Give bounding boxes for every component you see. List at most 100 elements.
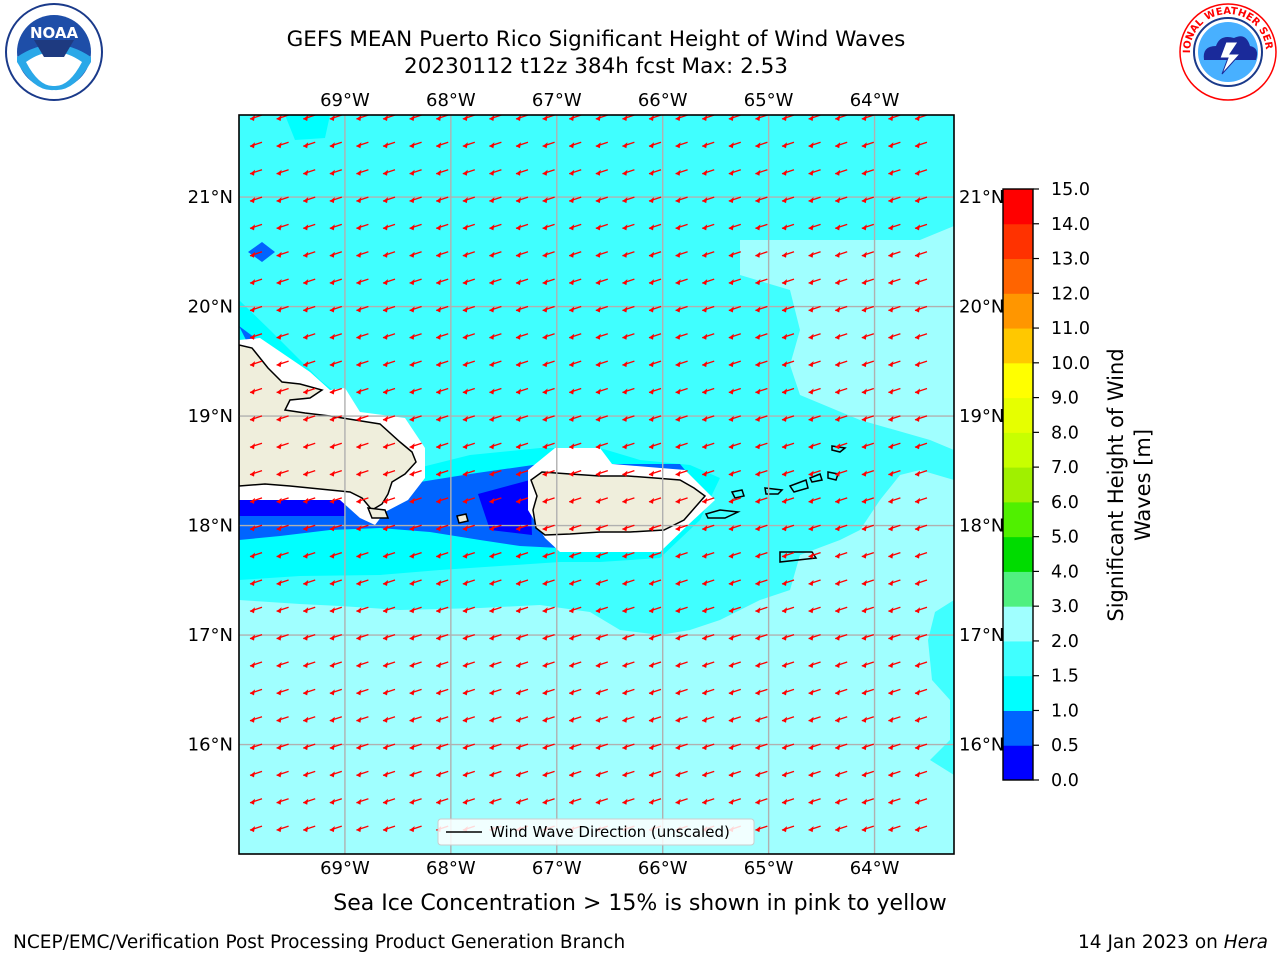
colorbar-tick-label: 3.0 (1051, 597, 1079, 617)
colorbar-tick-label: 1.0 (1051, 701, 1079, 721)
wave-direction-arrow (888, 333, 901, 340)
lat-tick-label-left: 20°N (188, 297, 233, 318)
wave-direction-arrow (409, 360, 422, 368)
wave-direction-arrow (648, 633, 662, 641)
wave-direction-arrow (834, 333, 848, 340)
wave-direction-arrow (834, 387, 848, 395)
wave-direction-arrow (542, 524, 555, 532)
wave-direction-arrow (356, 497, 369, 504)
wave-direction-arrow (489, 169, 502, 176)
wave-direction-arrow (276, 688, 289, 696)
wave-direction-arrow (462, 524, 476, 532)
wave-direction-arrow (302, 551, 316, 559)
wave-direction-arrow (489, 387, 502, 395)
wave-direction-arrow (781, 661, 795, 668)
lat-tick-label-left: 19°N (188, 406, 233, 427)
wave-direction-arrow (542, 716, 555, 723)
colorbar-swatch (1003, 432, 1033, 468)
wave-direction-arrow (568, 798, 582, 805)
wave-direction-arrow (462, 196, 476, 204)
wave-direction-arrow (675, 196, 688, 204)
colorbar-tick-label: 7.0 (1051, 458, 1079, 478)
lon-tick-label-bottom: 67°W (532, 858, 582, 879)
wave-direction-arrow (834, 360, 848, 368)
wave-direction-arrow (648, 360, 662, 368)
lon-tick-label-bottom: 66°W (638, 858, 688, 879)
wave-direction-arrow (861, 579, 875, 586)
wave-direction-arrow (276, 716, 289, 723)
wave-direction-arrow (888, 524, 901, 532)
wave-direction-arrow (249, 551, 263, 559)
wave-direction-arrow (515, 442, 529, 450)
nws-logo: NATIONAL WEATHER SERVICE (1176, 2, 1277, 101)
wave-direction-arrow (728, 661, 742, 668)
wave-direction-arrow (755, 497, 768, 504)
colorbar-swatch (1003, 189, 1033, 225)
land-puerto-rico (530, 471, 707, 536)
wave-direction-arrow (435, 333, 449, 340)
wave-direction-arrow (701, 551, 715, 559)
wave-direction-arrow (728, 278, 742, 286)
wave-direction-arrow (356, 469, 369, 477)
wave-direction-arrow (302, 661, 316, 668)
wave-direction-arrow (302, 415, 316, 422)
wave-direction-arrow (329, 497, 343, 504)
wave-direction-arrow (622, 469, 635, 477)
wave-direction-arrow (888, 825, 901, 833)
wave-direction-arrow (356, 251, 369, 258)
wave-direction-arrow (755, 360, 768, 368)
wave-direction-arrow (808, 169, 821, 176)
lat-tick-label-right: 18°N (959, 516, 1004, 537)
wave-direction-arrow (595, 251, 609, 258)
wave-direction-arrow (888, 688, 901, 696)
wave-direction-arrow (781, 633, 795, 641)
wave-direction-arrow (701, 688, 715, 696)
wave-direction-arrow (542, 333, 555, 340)
wave-direction-arrow (302, 251, 316, 258)
wave-direction-arrow (409, 415, 422, 422)
wave-direction-arrow (249, 825, 263, 833)
wave-direction-arrow (542, 497, 555, 504)
wave-direction-arrow (701, 169, 715, 176)
colorbar-tick-label: 5.0 (1051, 528, 1079, 548)
wave-direction-arrow (622, 442, 635, 450)
wave-direction-arrow (834, 606, 848, 614)
wave-direction-arrow (542, 196, 555, 204)
land-hispaniola (239, 344, 417, 511)
wave-direction-arrow (462, 497, 476, 504)
wave-direction-arrow (755, 278, 768, 286)
colorbar-tick-label: 1.5 (1051, 667, 1079, 687)
wave-direction-arrow (515, 278, 529, 286)
wave-direction-arrow (728, 333, 742, 340)
wave-direction-arrow (249, 442, 263, 450)
wave-direction-arrow (329, 688, 343, 696)
wave-direction-arrow (515, 798, 529, 805)
noaa-logo: NOAA (5, 3, 103, 101)
wave-direction-arrow (302, 524, 316, 532)
wave-direction-arrow (542, 606, 555, 614)
wave-direction-arrow (515, 169, 529, 176)
wave-direction-arrow (595, 360, 609, 368)
wave-direction-arrow (489, 716, 502, 723)
wave-direction-arrow (249, 223, 263, 231)
wave-direction-arrow (834, 551, 848, 559)
wave-direction-arrow (462, 716, 476, 723)
wave-direction-arrow (622, 387, 635, 395)
colorbar-swatch (1003, 571, 1033, 607)
wave-direction-arrow (489, 524, 502, 532)
wave-direction-arrow (675, 606, 688, 614)
wave-direction-arrow (808, 305, 821, 313)
wave-direction-arrow (329, 141, 343, 149)
axis-tick-labels: 69°W 69°W 68°W 68°W 67°W 67°W 66°W 66°W 65°W 65°W… (188, 90, 1005, 879)
wave-direction-arrow (249, 743, 263, 751)
wave-direction-arrow (914, 688, 928, 696)
wave-direction-arrow (914, 606, 928, 614)
wave-direction-arrow (568, 497, 582, 504)
map-legend: Wind Wave Direction (unscaled) (437, 818, 755, 846)
wave-direction-arrow (462, 606, 476, 614)
wave-direction-arrow (329, 551, 343, 559)
wave-direction-arrow (382, 251, 396, 258)
wave-direction-arrow (755, 524, 768, 532)
wave-direction-arrow (515, 524, 529, 532)
wave-direction-arrow (382, 825, 396, 833)
